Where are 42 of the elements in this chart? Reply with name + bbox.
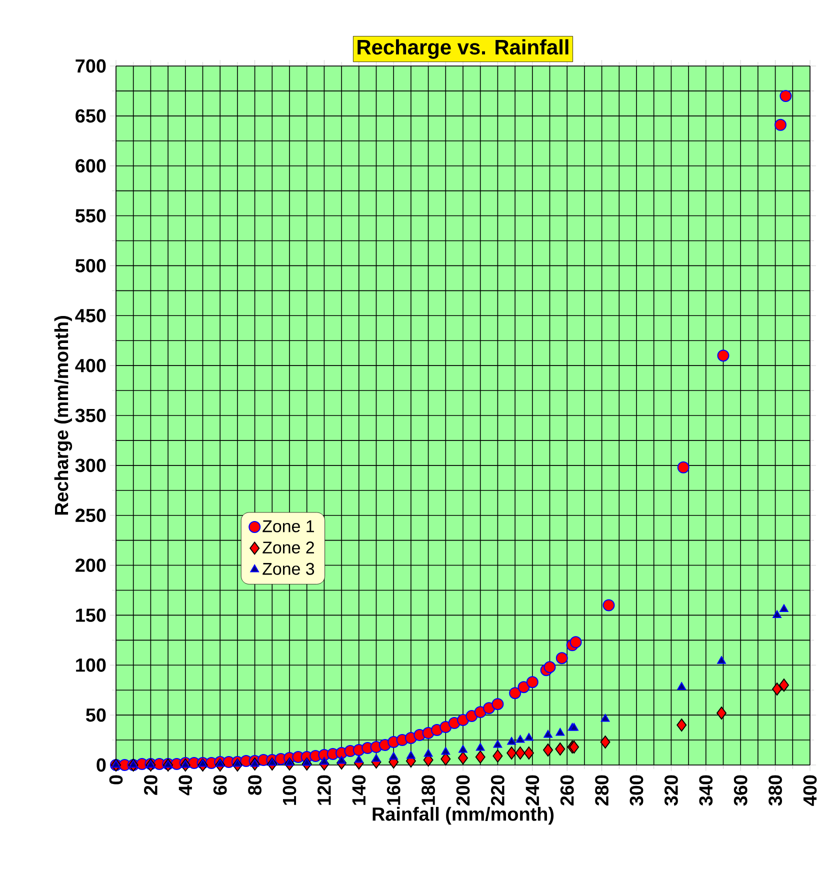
y-axis-title: Recharge (mm/month)	[54, 316, 72, 515]
x-tick-label: 360	[734, 775, 748, 806]
y-tick-label: 250	[76, 508, 106, 522]
y-tick-label: 450	[75, 308, 106, 322]
x-tick-label: 400	[803, 775, 817, 806]
x-tick-label: 100	[282, 775, 296, 805]
x-tick-label: 20	[144, 775, 158, 795]
x-tick-label: 200	[456, 775, 470, 806]
y-tick-label: 100	[76, 658, 106, 672]
x-tick-label: 260	[560, 775, 574, 806]
chart-title: Recharge vs. Rainfall	[358, 39, 568, 59]
x-tick-label: 140	[352, 775, 366, 805]
x-tick-label: 160	[386, 775, 400, 805]
x-tick-label: 180	[422, 775, 436, 805]
y-tick-label: 300	[75, 458, 106, 472]
x-tick-label: 120	[318, 775, 331, 805]
y-tick-label: 500	[75, 259, 106, 272]
x-tick-label: 60	[213, 775, 227, 795]
x-tick-label: 280	[595, 775, 609, 806]
y-tick-label: 200	[76, 558, 106, 572]
x-tick-label: 240	[526, 775, 540, 806]
y-tick-label: 650	[76, 109, 106, 123]
y-tick-label: 350	[75, 408, 106, 422]
y-tick-label: 150	[76, 608, 106, 622]
x-tick-label: 340	[699, 775, 713, 806]
y-tick-label: 400	[75, 358, 106, 372]
y-tick-label: 700	[76, 59, 106, 73]
x-tick-label: 220	[491, 775, 504, 806]
x-axis-title: Rainfall (mm/month)	[372, 806, 554, 825]
legend-label: Zone 1	[262, 520, 314, 532]
x-tick-label: 380	[768, 775, 782, 806]
y-tick-label: 600	[76, 159, 106, 173]
y-tick-label: 0	[96, 758, 106, 772]
x-tick-label: 300	[630, 775, 644, 806]
x-tick-label: 0	[109, 775, 123, 784]
x-tick-label: 40	[178, 775, 192, 796]
y-tick-label: 50	[86, 708, 106, 722]
legend-label: Zone 2	[262, 542, 314, 554]
y-tick-label: 550	[75, 209, 106, 222]
legend-label: Zone 3	[262, 562, 314, 575]
x-tick-label: 80	[248, 775, 262, 795]
x-tick-label: 320	[664, 775, 678, 806]
